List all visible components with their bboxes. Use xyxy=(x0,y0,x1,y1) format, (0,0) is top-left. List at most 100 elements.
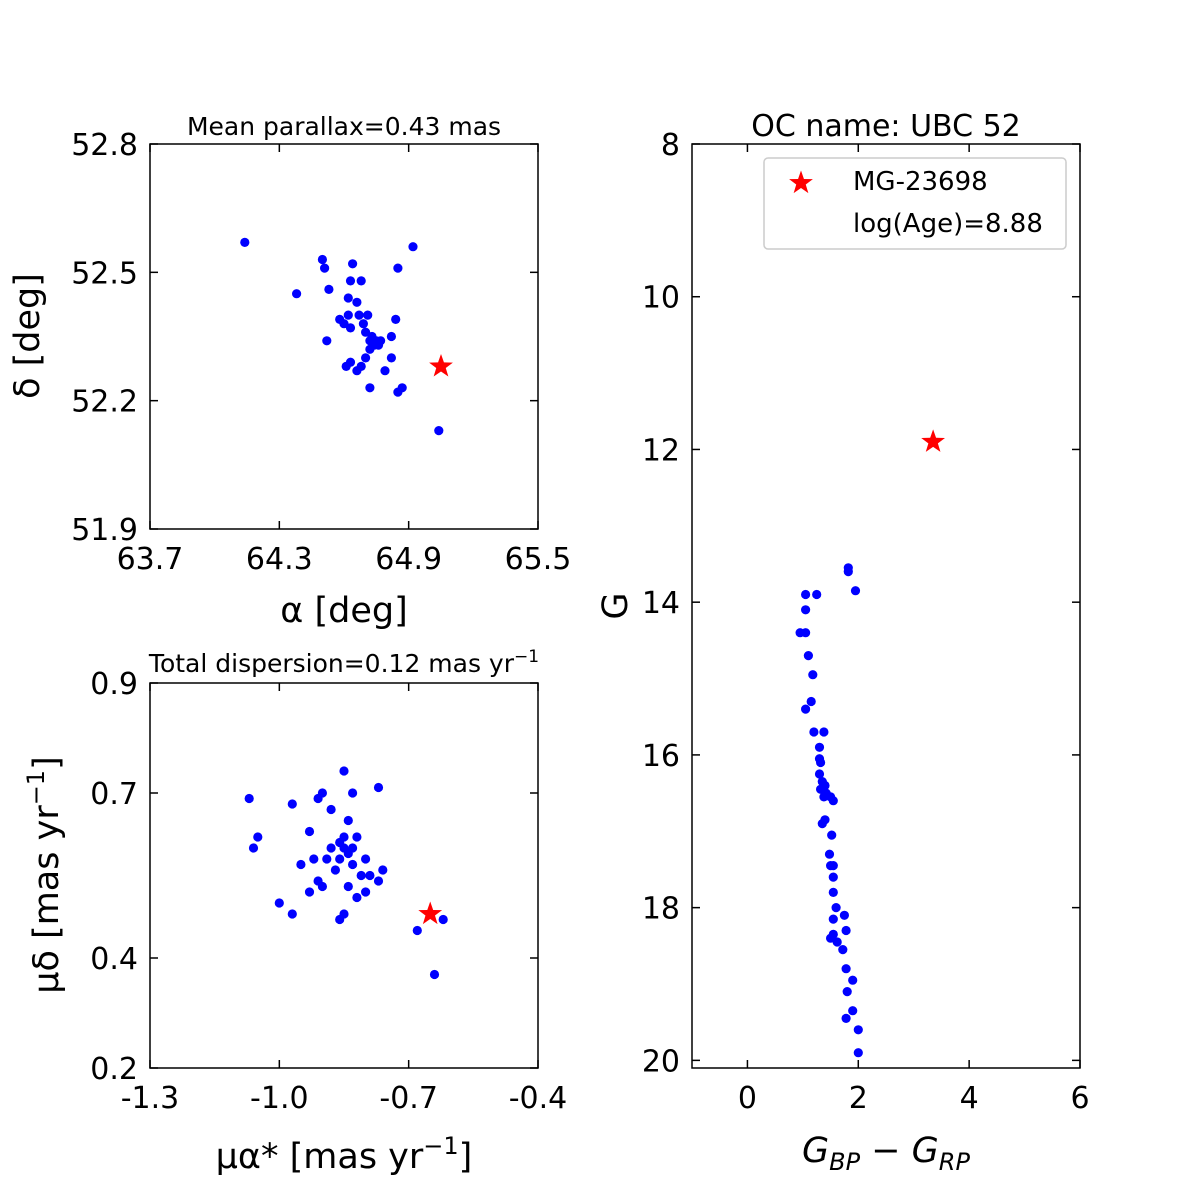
member-point xyxy=(839,910,850,920)
panel-cmd: OC name: UBC 52 0 2 4 6 8 10 12 14 16 18 20 MG-236… xyxy=(596,109,1090,1176)
panel2-xlabel-tail: ] xyxy=(459,1137,473,1177)
member-point xyxy=(352,832,362,842)
member-point xyxy=(240,237,250,247)
member-point xyxy=(397,383,407,393)
member-point xyxy=(386,353,396,363)
member-point xyxy=(841,1013,851,1024)
legend-label: MG-23698 xyxy=(853,167,988,197)
member-point xyxy=(365,870,375,881)
panel2-xlabel-main: μα* [mas yr xyxy=(216,1137,424,1177)
panel1-ylabel: δ [deg] xyxy=(8,273,48,399)
member-point xyxy=(841,964,851,974)
legend-star-icon xyxy=(789,170,813,194)
panel2-ticks: -1.3 -1.0 -0.7 -0.4 0.2 0.4 0.7 0.9 xyxy=(90,667,567,1116)
member-point xyxy=(274,898,284,908)
member-point xyxy=(801,628,811,638)
panel2-title-main: Total dispersion=0.12 mas yr xyxy=(148,649,515,678)
member-point xyxy=(365,344,375,354)
member-point xyxy=(343,293,353,303)
member-point xyxy=(808,670,818,680)
y-tick-label: 0.7 xyxy=(90,777,138,812)
member-point xyxy=(853,1048,863,1058)
y-tick-label: 0.9 xyxy=(90,667,138,702)
x-tick-label: 64.9 xyxy=(375,542,442,577)
member-point xyxy=(317,881,327,892)
member-point xyxy=(817,819,827,829)
member-point xyxy=(806,696,816,707)
x-tick-label: 64.3 xyxy=(246,542,313,577)
panel3-members xyxy=(795,429,945,1058)
panel2-members xyxy=(244,766,448,980)
member-point xyxy=(828,872,838,882)
panel3-xlabel: GBP − GRP xyxy=(802,1131,970,1176)
target-star xyxy=(429,353,453,377)
member-point xyxy=(393,263,403,273)
x-tick-label: 65.5 xyxy=(505,542,572,577)
y-tick-label: 20 xyxy=(642,1044,680,1079)
member-point xyxy=(819,727,829,737)
member-point xyxy=(352,297,362,307)
member-point xyxy=(801,605,811,615)
member-point xyxy=(434,426,444,436)
member-point xyxy=(287,909,297,919)
member-point xyxy=(343,815,353,826)
member-point xyxy=(373,782,384,793)
y-tick-label: 8 xyxy=(661,128,680,163)
member-point xyxy=(339,319,349,329)
panel2-ylabel-main: μδ [mas yr xyxy=(27,805,67,994)
panel2-xlabel-sup: −1 xyxy=(423,1132,458,1160)
member-point xyxy=(843,567,853,577)
y-tick-label: 52.8 xyxy=(71,128,138,163)
member-point xyxy=(378,865,388,875)
member-point xyxy=(330,865,340,875)
y-tick-label: 12 xyxy=(642,433,680,468)
member-point xyxy=(828,914,838,924)
member-point xyxy=(292,289,302,299)
legend-extra: log(Age)=8.88 xyxy=(853,209,1043,239)
x-tick-label: 0 xyxy=(738,1081,757,1116)
legend: MG-23698 log(Age)=8.88 xyxy=(763,157,1067,250)
member-point xyxy=(354,310,364,320)
legend-star-holder xyxy=(789,170,813,194)
y-tick-label: 10 xyxy=(642,281,680,316)
member-point xyxy=(345,323,356,333)
member-point xyxy=(345,276,356,286)
member-point xyxy=(335,914,345,925)
member-point xyxy=(812,589,822,600)
member-point xyxy=(831,903,841,913)
panel1-xlabel: α [deg] xyxy=(280,591,407,631)
member-point xyxy=(380,366,390,376)
target-star xyxy=(921,429,945,452)
member-point xyxy=(339,832,349,842)
y-tick-label: 0.2 xyxy=(90,1052,138,1087)
member-point xyxy=(814,769,825,779)
panel2-ylabel-tail: ] xyxy=(27,756,67,770)
member-point xyxy=(348,259,358,269)
member-point xyxy=(348,788,358,798)
x-tick-label: -0.4 xyxy=(509,1081,568,1116)
member-point xyxy=(438,914,448,925)
member-point xyxy=(304,887,315,897)
member-point xyxy=(361,854,371,864)
member-point xyxy=(363,310,373,320)
member-point xyxy=(848,975,858,985)
x-tick-label: 6 xyxy=(1070,1081,1089,1116)
member-point xyxy=(828,796,838,806)
member-point xyxy=(809,727,819,737)
member-point xyxy=(408,242,418,252)
y-tick-label: 52.5 xyxy=(71,256,138,291)
member-point xyxy=(816,757,826,768)
member-point xyxy=(326,843,336,853)
member-point xyxy=(304,826,315,837)
panel2-title-sup: −1 xyxy=(514,647,539,667)
member-point xyxy=(348,843,358,853)
panel3-ticks: 0 2 4 6 8 10 12 14 16 18 20 xyxy=(642,128,1090,1116)
member-point xyxy=(803,651,814,661)
y-tick-label: 16 xyxy=(642,739,680,774)
panel3-title: OC name: UBC 52 xyxy=(751,109,1021,144)
member-point xyxy=(826,861,836,871)
panel3-ylabel: G xyxy=(596,592,636,619)
member-point xyxy=(341,361,351,371)
panel-sky-positions: Mean parallax=0.43 mas 63.7 64.3 64.9 65.5 5… xyxy=(8,112,571,631)
